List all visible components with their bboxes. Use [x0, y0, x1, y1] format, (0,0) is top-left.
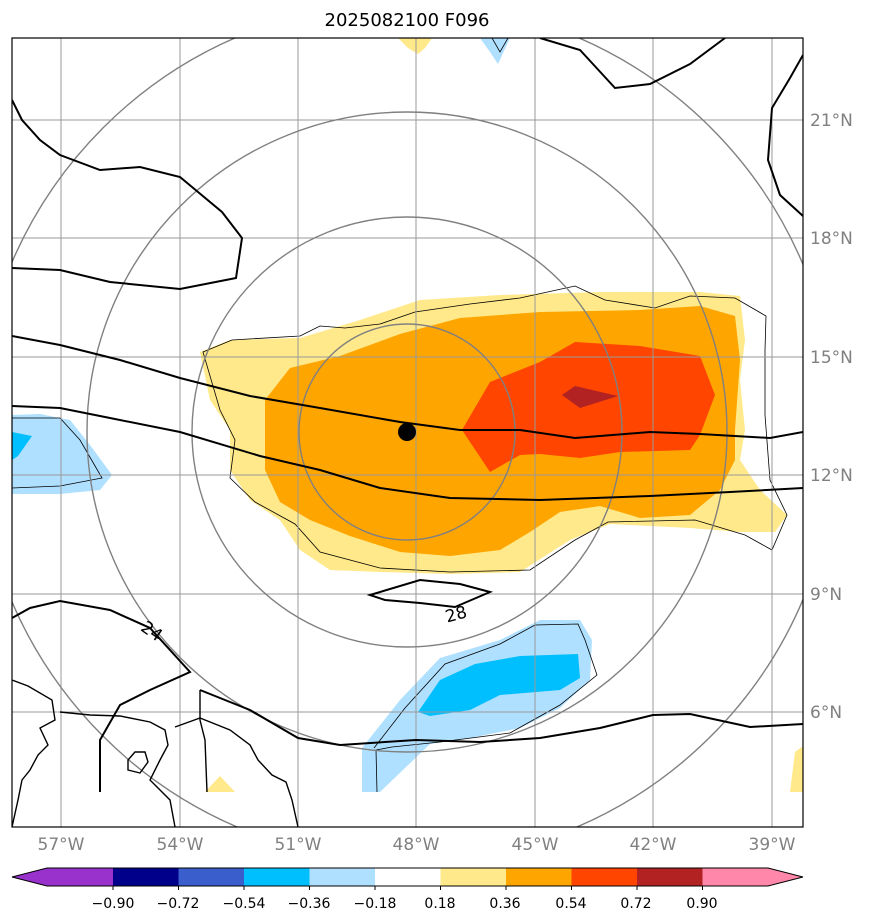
lon-tick-labels: 57°W 54°W 51°W 48°W 45°W 42°W 39°W	[38, 835, 796, 855]
fill-dark-red	[562, 386, 618, 408]
plot-area: 24 28	[12, 38, 803, 827]
lat-tick: 9°N	[810, 585, 842, 605]
lat-tick: 18°N	[810, 229, 853, 249]
colorbar-label: 0.54	[555, 896, 586, 912]
fill-light-blue-west	[12, 414, 112, 494]
colorbar-label: −0.90	[92, 896, 135, 912]
lat-tick: 12°N	[810, 466, 853, 486]
colorbar-segment	[12, 868, 113, 886]
fill-deep-blue-south	[418, 654, 580, 716]
fill-deep-blue-west	[12, 432, 32, 460]
colorbar-segment	[506, 868, 572, 886]
lon-tick: 48°W	[393, 835, 440, 855]
anomaly-fill	[12, 38, 803, 792]
colorbar-ticks	[112, 886, 703, 890]
lat-tick: 15°N	[810, 348, 853, 368]
colorbar: −0.90 −0.72 −0.54 −0.36 −0.18 0.18 0.36 …	[11, 867, 804, 912]
colorbar-labels: −0.90 −0.72 −0.54 −0.36 −0.18 0.18 0.36 …	[92, 896, 718, 912]
colorbar-label: −0.18	[354, 896, 397, 912]
plot-frame	[11, 37, 804, 828]
colorbar-label: −0.54	[223, 896, 266, 912]
map-grid	[12, 38, 803, 827]
lat-tick: 21°N	[810, 111, 853, 131]
colorbar-segment	[309, 868, 376, 886]
colorbar-label: 0.18	[424, 896, 455, 912]
lat-tick: 6°N	[810, 703, 842, 723]
lon-tick: 39°W	[749, 835, 796, 855]
storm-center-marker	[398, 423, 416, 441]
colorbar-segment	[440, 868, 507, 886]
colorbar-segment	[113, 868, 179, 886]
contour-label-28: 28	[443, 603, 469, 628]
lon-tick: 42°W	[630, 835, 677, 855]
colorbar-label: 0.72	[620, 896, 651, 912]
lon-tick: 57°W	[38, 835, 85, 855]
contour-labels: 24 28	[137, 603, 469, 647]
colorbar-segment	[244, 868, 310, 886]
lat-tick-labels: 21°N 18°N 15°N 12°N 9°N 6°N	[810, 111, 853, 723]
lon-tick: 45°W	[512, 835, 559, 855]
colorbar-label: 0.90	[686, 896, 717, 912]
colorbar-label: −0.72	[157, 896, 200, 912]
lon-tick: 51°W	[275, 835, 322, 855]
colorbar-segment	[702, 868, 803, 886]
isotherm-contours	[12, 38, 803, 792]
colorbar-segment	[375, 868, 441, 886]
colorbar-label: 0.36	[489, 896, 520, 912]
anomaly-outline	[12, 38, 788, 793]
fill-bottom-yellow	[205, 776, 235, 792]
colorbar-segment	[637, 868, 703, 886]
colorbar-label: −0.36	[288, 896, 331, 912]
colorbar-segments	[12, 868, 803, 886]
fill-light-blue-top	[480, 38, 510, 64]
fill-right-yellow	[790, 746, 803, 792]
fill-top-yellow	[398, 38, 432, 54]
fill-red-orange	[462, 342, 715, 472]
coastline	[12, 679, 299, 827]
map-title: 2025082100 F096	[325, 10, 490, 31]
colorbar-outline	[11, 867, 804, 887]
colorbar-segment	[178, 868, 245, 886]
colorbar-segment	[571, 868, 638, 886]
lon-tick: 54°W	[157, 835, 204, 855]
range-rings	[12, 38, 803, 827]
